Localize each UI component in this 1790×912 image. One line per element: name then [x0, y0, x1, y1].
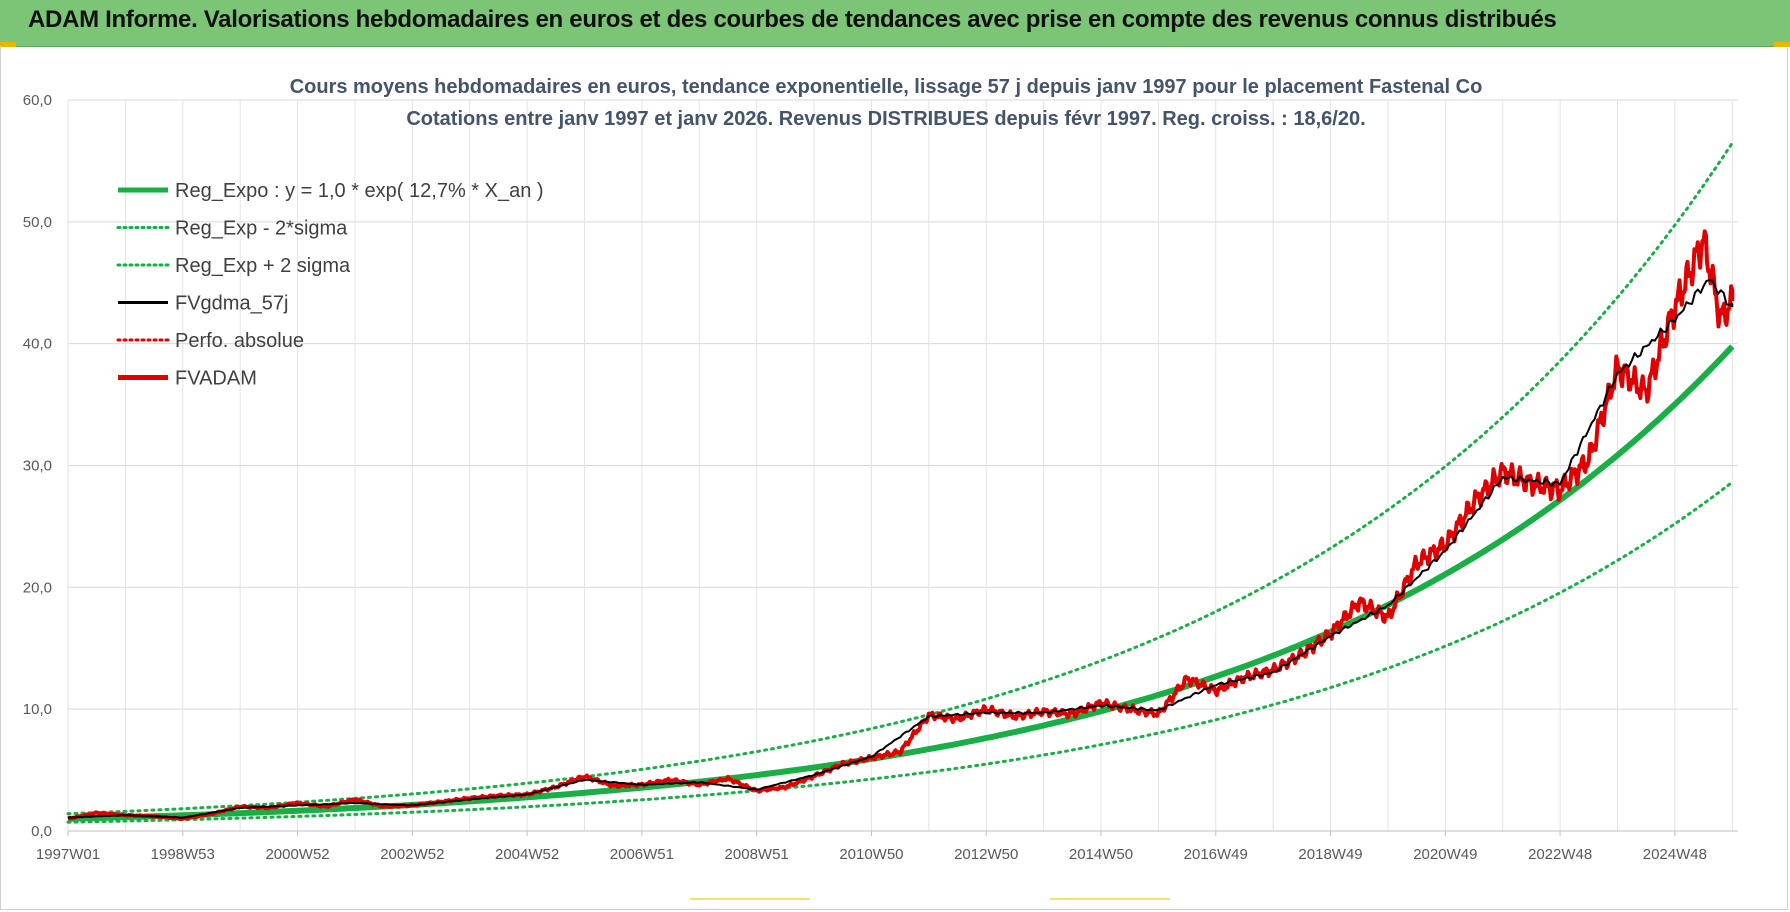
legend-label: Reg_Exp + 2 sigma	[175, 255, 351, 277]
x-tick-label: 1997W01	[36, 846, 100, 863]
corner-mark-right	[1774, 42, 1790, 47]
series-group	[66, 141, 1735, 824]
x-tick-label: 2014W50	[1069, 846, 1133, 863]
series-reg-expo	[67, 344, 1735, 822]
bottom-mark	[690, 898, 810, 900]
x-tick-label: 2016W49	[1184, 846, 1248, 863]
x-tick-label: 2024W48	[1643, 846, 1707, 863]
x-tick-label: 2018W49	[1298, 846, 1362, 863]
report-title: ADAM Informe. Valorisations hebdomadaire…	[28, 6, 1557, 33]
x-tick-label: 1998W53	[151, 846, 215, 863]
x-tick-label: 2006W51	[610, 846, 674, 863]
series-fvgdma-57j	[67, 279, 1734, 819]
bottom-mark	[1050, 898, 1170, 900]
x-tick-label: 2000W52	[265, 846, 329, 863]
chart-title: Cours moyens hebdomadaires en euros, ten…	[290, 76, 1483, 98]
x-tick-label: 2004W52	[495, 846, 559, 863]
x-tick-label: 2008W51	[725, 846, 789, 863]
legend-label: FVADAM	[175, 368, 257, 390]
legend-label: FVgdma_57j	[175, 293, 288, 315]
legend-label: Reg_Expo : y = 1,0 * exp( 12,7% * X_an )	[175, 180, 544, 202]
y-tick-label: 50,0	[23, 214, 52, 231]
x-tick-label: 2002W52	[380, 846, 444, 863]
y-tick-label: 60,0	[23, 92, 52, 109]
legend-label: Reg_Exp - 2*sigma	[175, 218, 348, 240]
y-tick-label: 0,0	[31, 823, 52, 840]
grid	[67, 99, 1738, 832]
y-tick-label: 40,0	[23, 336, 52, 353]
x-tick-label: 2022W48	[1528, 846, 1592, 863]
legend-label: Perfo. absolue	[175, 330, 304, 352]
legend: Reg_Expo : y = 1,0 * exp( 12,7% * X_an )…	[116, 180, 544, 390]
series-reg-exp-minus-2sigma	[66, 480, 1734, 824]
y-tick-label: 30,0	[23, 458, 52, 475]
x-tick-label: 2010W50	[839, 846, 903, 863]
report-banner: ADAM Informe. Valorisations hebdomadaire…	[0, 0, 1790, 47]
series-fvadam	[67, 229, 1735, 821]
y-tick-label: 20,0	[23, 579, 52, 596]
x-tick-label: 2020W49	[1413, 846, 1477, 863]
y-tick-label: 10,0	[23, 701, 52, 718]
series-reg-exp-plus-2sigma	[66, 141, 1734, 816]
y-axis: 0,0 10,0 20,0 30,0 40,0 50,0 60,0	[23, 92, 52, 840]
x-axis: 1997W01 1998W53 2000W52 2002W52 2004W52 2006W…	[36, 830, 1738, 863]
chart-subtitle: Cotations entre janv 1997 et janv 2026. …	[406, 108, 1365, 130]
x-tick-label: 2012W50	[954, 846, 1018, 863]
chart-frame	[0, 46, 1788, 910]
corner-mark-left	[0, 42, 16, 47]
